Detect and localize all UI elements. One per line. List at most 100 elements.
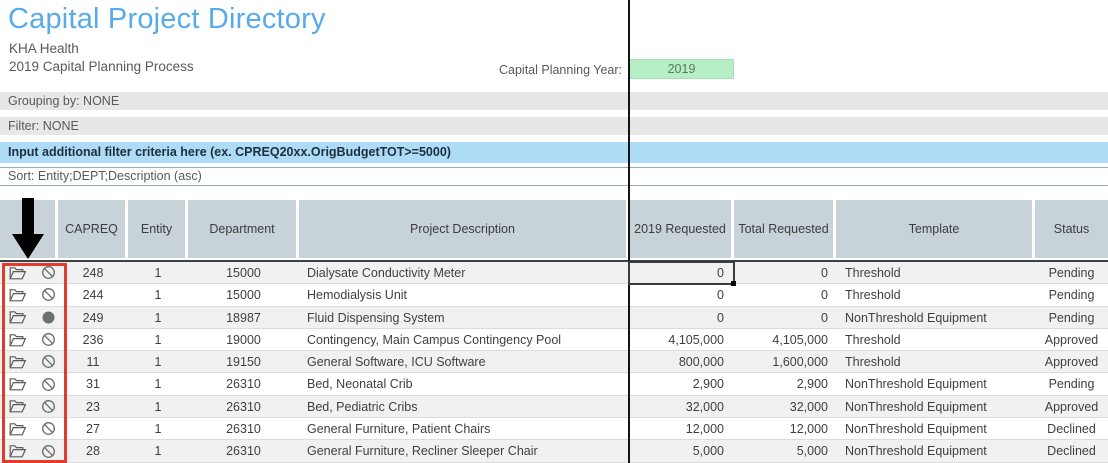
row-actions-cell bbox=[0, 307, 58, 328]
requested-2019-cell[interactable]: 800,000 bbox=[678, 355, 724, 370]
status-cell: Approved bbox=[1044, 399, 1099, 414]
no-symbol-icon[interactable] bbox=[41, 377, 56, 392]
template-cell: Threshold bbox=[845, 266, 901, 280]
table-row: 28 1 26310 General Furniture, Recliner S… bbox=[0, 440, 1108, 463]
process-name: 2019 Capital Planning Process bbox=[9, 59, 194, 74]
open-folder-icon[interactable] bbox=[9, 355, 26, 369]
requested-2019-cell[interactable]: 0 bbox=[717, 288, 724, 303]
table-row: 27 1 26310 General Furniture, Patient Ch… bbox=[0, 418, 1108, 441]
capreq-cell: 28 bbox=[86, 444, 100, 459]
column-header-2019-requested[interactable]: 2019 Requested bbox=[629, 200, 731, 258]
requested-2019-cell[interactable]: 4,105,000 bbox=[668, 332, 724, 347]
no-symbol-icon[interactable] bbox=[41, 354, 56, 369]
template-cell: Threshold bbox=[845, 332, 901, 347]
row-actions-cell bbox=[0, 262, 58, 283]
entity-cell: 1 bbox=[154, 399, 162, 414]
filter-criteria-input[interactable]: Input additional filter criteria here (e… bbox=[0, 142, 1108, 163]
row-actions-cell bbox=[0, 396, 58, 417]
red-highlight-box bbox=[2, 263, 67, 463]
template-cell: NonThreshold Equipment bbox=[845, 377, 987, 392]
organization-name: KHA Health bbox=[9, 41, 79, 56]
sort-bar[interactable]: Sort: Entity;DEPT;Description (asc) bbox=[0, 167, 1108, 186]
entity-cell: 1 bbox=[154, 310, 162, 325]
total-requested-cell: 0 bbox=[821, 310, 828, 325]
table-row: 249 1 18987 Fluid Dispensing System 0 0 … bbox=[0, 306, 1108, 329]
open-folder-icon[interactable] bbox=[9, 310, 26, 324]
total-requested-cell: 4,105,000 bbox=[772, 332, 828, 347]
filled-circle-icon[interactable] bbox=[41, 310, 56, 325]
template-cell: NonThreshold Equipment bbox=[845, 422, 987, 437]
project-description-cell: Contingency, Main Campus Contingency Poo… bbox=[307, 332, 562, 347]
no-symbol-icon[interactable] bbox=[41, 399, 56, 414]
no-symbol-icon[interactable] bbox=[41, 265, 56, 280]
table-row: 31 1 26310 Bed, Neonatal Crib 2,900 2,90… bbox=[0, 373, 1108, 396]
project-description-cell: General Furniture, Recliner Sleeper Chai… bbox=[307, 444, 538, 459]
page-title: Capital Project Directory bbox=[8, 3, 326, 35]
table-row: 236 1 19000 Contingency, Main Campus Con… bbox=[0, 328, 1108, 352]
column-header-capreq[interactable]: CAPREQ bbox=[58, 200, 125, 258]
table-body: 248 1 15000 Dialysate Conductivity Meter… bbox=[0, 260, 1108, 463]
column-header-template[interactable]: Template bbox=[836, 200, 1032, 258]
total-requested-cell: 0 bbox=[821, 266, 828, 280]
status-cell: Declined bbox=[1047, 444, 1096, 459]
open-folder-icon[interactable] bbox=[9, 377, 26, 391]
column-header-entity[interactable]: Entity bbox=[128, 200, 185, 258]
no-symbol-icon[interactable] bbox=[41, 287, 56, 302]
row-actions-cell bbox=[0, 440, 58, 461]
column-header-department[interactable]: Department bbox=[188, 200, 296, 258]
no-symbol-icon[interactable] bbox=[41, 332, 56, 347]
open-folder-icon[interactable] bbox=[9, 266, 26, 280]
entity-cell: 1 bbox=[154, 266, 162, 280]
project-description-cell: Bed, Pediatric Cribs bbox=[307, 399, 418, 414]
total-requested-cell: 5,000 bbox=[796, 444, 828, 459]
project-description-cell: Fluid Dispensing System bbox=[307, 310, 445, 325]
row-actions-cell bbox=[0, 418, 58, 439]
capreq-cell: 248 bbox=[82, 266, 104, 280]
project-description-cell: Hemodialysis Unit bbox=[307, 288, 408, 303]
row-actions-cell bbox=[0, 284, 58, 305]
grouping-bar[interactable]: Grouping by: NONE bbox=[0, 92, 1108, 110]
status-cell: Pending bbox=[1048, 377, 1095, 392]
requested-2019-cell[interactable]: 12,000 bbox=[685, 422, 724, 437]
total-requested-cell: 0 bbox=[821, 288, 828, 303]
department-cell: 18987 bbox=[226, 310, 261, 325]
row-actions-cell bbox=[0, 329, 58, 350]
project-description-cell: Dialysate Conductivity Meter bbox=[307, 266, 466, 280]
project-description-cell: General Software, ICU Software bbox=[307, 355, 486, 370]
entity-cell: 1 bbox=[154, 377, 162, 392]
total-requested-cell: 2,900 bbox=[796, 377, 828, 392]
entity-cell: 1 bbox=[154, 444, 162, 459]
template-cell: Threshold bbox=[845, 288, 901, 303]
filter-bar[interactable]: Filter: NONE bbox=[0, 117, 1108, 135]
column-header-status[interactable]: Status bbox=[1035, 200, 1108, 258]
column-divider-line bbox=[628, 0, 630, 463]
open-folder-icon[interactable] bbox=[9, 422, 26, 436]
open-folder-icon[interactable] bbox=[9, 333, 26, 347]
department-cell: 19150 bbox=[226, 355, 261, 370]
no-symbol-icon[interactable] bbox=[41, 444, 56, 459]
planning-year-label: Capital Planning Year: bbox=[498, 63, 622, 77]
no-symbol-icon[interactable] bbox=[41, 421, 56, 436]
open-folder-icon[interactable] bbox=[9, 444, 26, 458]
requested-2019-cell[interactable]: 5,000 bbox=[692, 444, 724, 459]
column-header-description[interactable]: Project Description bbox=[299, 200, 626, 258]
requested-2019-cell[interactable]: 0 bbox=[717, 266, 724, 280]
column-header-total-requested[interactable]: Total Requested bbox=[734, 200, 833, 258]
department-cell: 26310 bbox=[226, 444, 261, 459]
requested-2019-cell[interactable]: 0 bbox=[717, 310, 724, 325]
department-cell: 26310 bbox=[226, 377, 261, 392]
capreq-cell: 11 bbox=[86, 355, 100, 370]
table-row: 244 1 15000 Hemodialysis Unit 0 0 Thresh… bbox=[0, 284, 1108, 307]
row-actions-cell bbox=[0, 373, 58, 394]
department-cell: 26310 bbox=[226, 422, 261, 437]
planning-year-input[interactable]: 2019 bbox=[629, 59, 734, 79]
capreq-cell: 31 bbox=[86, 377, 100, 392]
down-arrow-annotation bbox=[12, 198, 44, 259]
open-folder-icon[interactable] bbox=[9, 399, 26, 413]
requested-2019-cell[interactable]: 32,000 bbox=[685, 399, 724, 414]
requested-2019-cell[interactable]: 2,900 bbox=[692, 377, 724, 392]
open-folder-icon[interactable] bbox=[9, 288, 26, 302]
capreq-cell: 27 bbox=[86, 422, 100, 437]
department-cell: 15000 bbox=[226, 288, 261, 303]
